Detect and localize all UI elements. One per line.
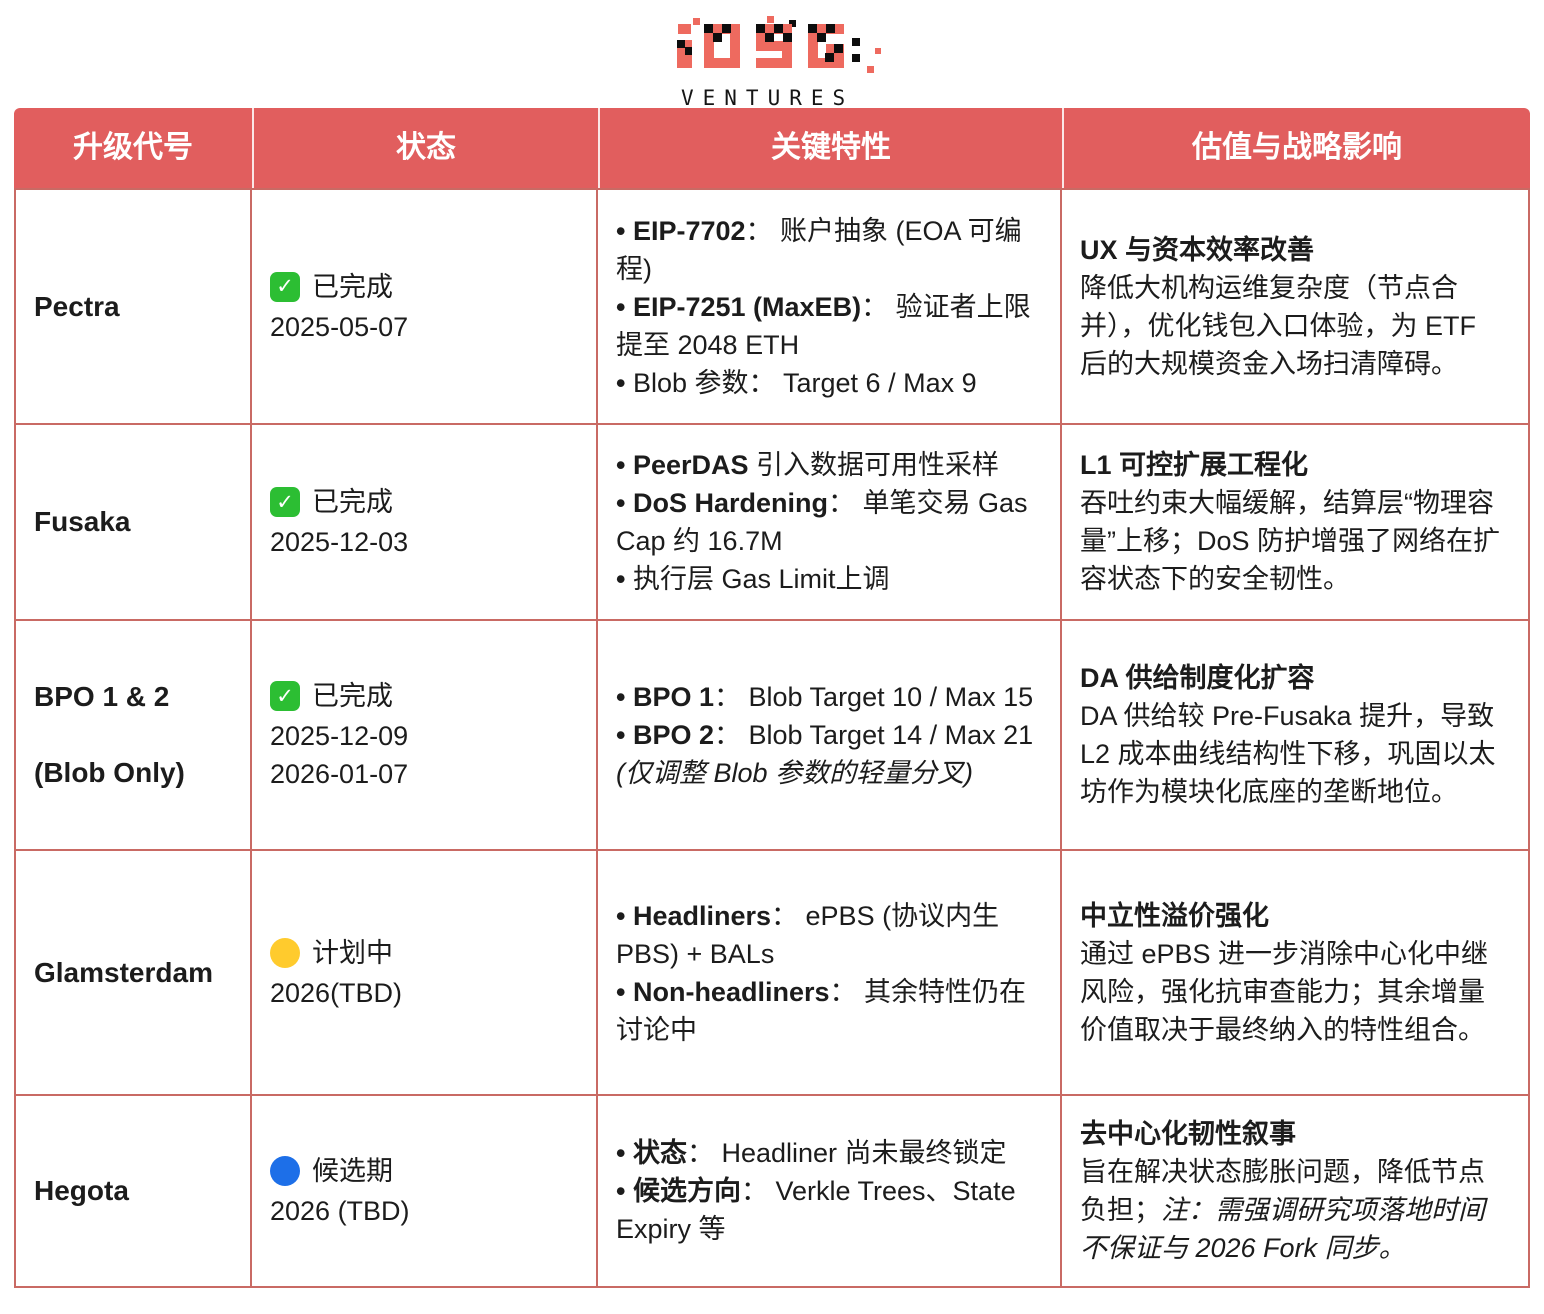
status-done-icon (270, 487, 300, 517)
table-row-fusaka: Fusaka 已完成 2025-12-03 PeerDAS 引入数据可用性采样 … (14, 425, 1530, 621)
impact-title: 中立性溢价强化 (1080, 900, 1269, 931)
status-dates: 2025-12-03 (270, 527, 409, 557)
impact-body: 通过 ePBS 进一步消除中心化中继风险，强化抗审查能力；其余增量价值取决于最终… (1080, 938, 1489, 1045)
status-candidate-icon (270, 1156, 300, 1186)
impact-cell: 去中心化韧性叙事 旨在解决状态膨胀问题，降低节点负担；注：需强调研究项落地时间不… (1062, 1096, 1530, 1288)
status-cell: 已完成 2025-05-07 (252, 188, 598, 425)
impact-body: 降低大机构运维复杂度（节点合并），优化钱包入口体验，为 ETF 后的大规模资金入… (1080, 272, 1476, 379)
status-line: 计划中 (270, 934, 578, 972)
upgrade-name: Hegota (14, 1096, 252, 1288)
iosg-pixel-logo: VENTURES (677, 16, 881, 110)
upgrade-name: Glamsterdam (14, 851, 252, 1096)
feature-item: BPO 2： Blob Target 14 / Max 21 (616, 716, 1042, 754)
table-row-bpo: BPO 1 & 2 (Blob Only) 已完成 2025-12-09 202… (14, 621, 1530, 851)
upgrade-roadmap-table: 升级代号 状态 关键特性 估值与战略影响 Pectra 已完成 2025-05-… (14, 108, 1530, 1288)
status-dates: 2026 (TBD) (270, 1196, 410, 1226)
impact-title: 去中心化韧性叙事 (1080, 1119, 1296, 1149)
status-planned-icon (270, 937, 300, 968)
feature-item: EIP-7702： 账户抽象 (EOA 可编程) (616, 212, 1042, 288)
upgrade-name: Fusaka (14, 425, 252, 621)
col-header-key-features: 关键特性 (598, 108, 1062, 188)
impact-body: 旨在解决状态膨胀问题，降低节点负担；注：需强调研究项落地时间不保证与 2026 … (1080, 1157, 1485, 1263)
status-done-icon (270, 271, 300, 302)
features-cell: PeerDAS 引入数据可用性采样 DoS Hardening： 单笔交易 Ga… (598, 425, 1062, 621)
status-dates: 2025-12-09 2026-01-07 (270, 721, 409, 789)
impact-cell: UX 与资本效率改善 降低大机构运维复杂度（节点合并），优化钱包入口体验，为 E… (1062, 188, 1530, 425)
feature-note: (仅调整 Blob 参数的轻量分叉) (616, 758, 974, 788)
upgrade-name: Pectra (14, 188, 252, 425)
status-cell: 已完成 2025-12-09 2026-01-07 (252, 621, 598, 851)
status-dates: 2025-05-07 (270, 311, 409, 342)
impact-cell: L1 可控扩展工程化 吞吐约束大幅缓解，结算层“物理容量”上移；DoS 防护增强… (1062, 425, 1530, 621)
features-cell: 状态： Headliner 尚未最终锁定 候选方向： Verkle Trees、… (598, 1096, 1062, 1288)
status-label: 已完成 (312, 681, 393, 711)
feature-item: 状态： Headliner 尚未最终锁定 (616, 1134, 1042, 1172)
feature-item: Blob 参数： Target 6 / Max 9 (616, 364, 1042, 402)
feature-item: EIP-7251 (MaxEB)： 验证者上限提至 2048 ETH (616, 288, 1042, 364)
impact-cell: DA 供给制度化扩容 DA 供给较 Pre-Fusaka 提升，导致 L2 成本… (1062, 621, 1530, 851)
impact-cell: 中立性溢价强化 通过 ePBS 进一步消除中心化中继风险，强化抗审查能力；其余增… (1062, 851, 1530, 1096)
status-cell: 已完成 2025-12-03 (252, 425, 598, 621)
impact-title: DA 供给制度化扩容 (1080, 663, 1315, 693)
status-label: 计划中 (312, 937, 393, 968)
feature-item: DoS Hardening： 单笔交易 Gas Cap 约 16.7M (616, 484, 1042, 560)
feature-item: Headliners： ePBS (协议内生 PBS) + BALs (616, 897, 1042, 973)
status-line: 已完成 (270, 483, 578, 521)
table-row-hegota: Hegota 候选期 2026 (TBD) 状态： Headliner 尚未最终… (14, 1096, 1530, 1288)
feature-item: 执行层 Gas Limit上调 (616, 560, 1042, 598)
status-cell: 候选期 2026 (TBD) (252, 1096, 598, 1288)
status-cell: 计划中 2026(TBD) (252, 851, 598, 1096)
features-cell: Headliners： ePBS (协议内生 PBS) + BALs Non-h… (598, 851, 1062, 1096)
impact-title: UX 与资本效率改善 (1080, 234, 1315, 265)
impact-title: L1 可控扩展工程化 (1080, 450, 1309, 480)
status-label: 已完成 (312, 271, 393, 302)
col-header-upgrade-codename: 升级代号 (14, 108, 252, 188)
feature-item: Non-headliners： 其余特性仍在讨论中 (616, 973, 1042, 1049)
status-label: 已完成 (312, 487, 393, 517)
features-cell: EIP-7702： 账户抽象 (EOA 可编程) EIP-7251 (MaxEB… (598, 188, 1062, 425)
header-row: 升级代号 状态 关键特性 估值与战略影响 (14, 108, 1530, 188)
feature-item: BPO 1： Blob Target 10 / Max 15 (616, 678, 1042, 716)
status-label: 候选期 (312, 1156, 393, 1186)
impact-body: DA 供给较 Pre-Fusaka 提升，导致 L2 成本曲线结构性下移，巩固以… (1080, 701, 1496, 807)
table-row-pectra: Pectra 已完成 2025-05-07 EIP-7702： 账户抽象 (EO… (14, 188, 1530, 425)
table-row-glamsterdam: Glamsterdam 计划中 2026(TBD) Headliners： eP… (14, 851, 1530, 1096)
status-line: 已完成 (270, 268, 578, 306)
status-line: 候选期 (270, 1152, 578, 1190)
feature-item: PeerDAS 引入数据可用性采样 (616, 446, 1042, 484)
status-done-icon (270, 681, 300, 711)
features-cell: BPO 1： Blob Target 10 / Max 15 BPO 2： Bl… (598, 621, 1062, 851)
col-header-status: 状态 (252, 108, 598, 188)
iosg-ventures-logo: VENTURES (0, 0, 1544, 110)
status-line: 已完成 (270, 677, 578, 715)
status-dates: 2026(TBD) (270, 977, 403, 1008)
impact-body: 吞吐约束大幅缓解，结算层“物理容量”上移；DoS 防护增强了网络在扩容状态下的安… (1080, 488, 1501, 594)
col-header-valuation-impact: 估值与战略影响 (1062, 108, 1530, 188)
logo-subtext: VENTURES (681, 86, 854, 110)
upgrade-name: BPO 1 & 2 (Blob Only) (14, 621, 252, 851)
feature-item: 候选方向： Verkle Trees、State Expiry 等 (616, 1172, 1042, 1248)
